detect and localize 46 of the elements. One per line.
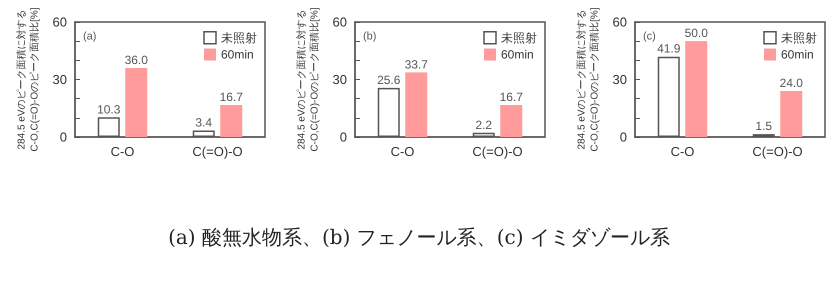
legend-label: 未照射 bbox=[501, 30, 537, 45]
bar bbox=[405, 72, 428, 137]
legend-label: 60min bbox=[781, 48, 814, 62]
y-axis-title: 284.5 eVのピーク面積に対する C-O,C(=O)-Oのピーク面積比[%] bbox=[296, 7, 321, 152]
y-axis-title: 284.5 eVのピーク面積に対する C-O,C(=O)-Oのピーク面積比[%] bbox=[16, 7, 41, 152]
y-tick-label: 60 bbox=[52, 14, 67, 30]
y-axis-title: 284.5 eVのピーク面積に対する C-O,C(=O)-Oのピーク面積比[%] bbox=[576, 7, 601, 152]
x-tick-label: C(=O)-O bbox=[472, 144, 523, 159]
y-tick-label: 30 bbox=[52, 72, 67, 87]
text: (a) 酸無水物系、(b) フェノール系、(c) イミダゾール系 bbox=[167, 224, 671, 251]
y-tick-label: 0 bbox=[340, 130, 347, 144]
data-label: 10.3 bbox=[97, 102, 121, 116]
legend-label: 未照射 bbox=[221, 30, 257, 45]
y-tick-label: 30 bbox=[612, 72, 627, 87]
x-tick-label: C-O bbox=[390, 144, 414, 159]
y-tick-label: 60 bbox=[612, 14, 627, 30]
data-label: 16.7 bbox=[220, 90, 244, 104]
bar bbox=[685, 41, 708, 137]
x-tick-label: C-O bbox=[110, 144, 134, 159]
data-label: 50.0 bbox=[684, 26, 708, 40]
text: (a) bbox=[83, 30, 96, 42]
legend-label: 未照射 bbox=[781, 30, 817, 45]
text: (b) bbox=[363, 30, 376, 42]
text: (c) bbox=[643, 30, 656, 42]
y-tick-label: 60 bbox=[332, 14, 347, 30]
y-tick-label: 0 bbox=[60, 130, 67, 144]
data-label: 25.6 bbox=[377, 72, 401, 87]
x-tick-label: C(=O)-O bbox=[192, 144, 243, 159]
data-label: 1.5 bbox=[755, 119, 772, 134]
bar bbox=[780, 91, 802, 137]
y-tick-label: 30 bbox=[332, 72, 347, 87]
data-label: 33.7 bbox=[404, 57, 428, 72]
data-label: 2.2 bbox=[475, 118, 492, 132]
data-label: 16.7 bbox=[500, 90, 524, 104]
x-tick-label: C-O bbox=[670, 144, 694, 159]
y-tick-label: 0 bbox=[620, 130, 627, 144]
bar bbox=[125, 68, 148, 137]
data-label: 36.0 bbox=[124, 53, 148, 67]
x-tick-label: C(=O)-O bbox=[752, 144, 803, 159]
data-label: 3.4 bbox=[195, 115, 212, 130]
legend-label: 60min bbox=[501, 48, 534, 62]
data-label: 24.0 bbox=[780, 76, 804, 90]
bar bbox=[500, 104, 522, 137]
data-label: 41.9 bbox=[657, 42, 681, 56]
legend-label: 60min bbox=[221, 48, 254, 62]
bar bbox=[220, 104, 242, 137]
